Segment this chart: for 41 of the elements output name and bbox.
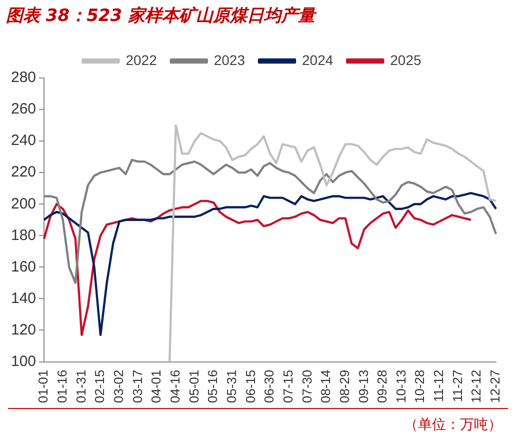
y-tick-label: 100 <box>10 352 36 370</box>
x-tick-label: 04-01 <box>148 370 164 403</box>
text: （单位：万吨） <box>404 416 502 434</box>
y-tick-label: 160 <box>10 258 36 276</box>
x-tick-label: 05-16 <box>205 370 220 403</box>
y-tick-label: 140 <box>10 290 36 307</box>
x-tick-label: 10-13 <box>393 370 408 403</box>
y-tick-label: 200 <box>10 195 36 212</box>
x-tick-label: 10-28 <box>412 370 428 403</box>
x-tick-label: 12-27 <box>488 370 503 403</box>
x-tick-label: 04-16 <box>167 370 182 403</box>
x-tick-label: 03-17 <box>130 370 145 403</box>
x-tick-label: 01-16 <box>54 370 70 403</box>
y-tick-label: 220 <box>10 164 36 181</box>
legend-label: 2023 <box>214 52 246 68</box>
y-tick-label: 180 <box>10 226 36 244</box>
y-tick-label: 120 <box>10 321 36 338</box>
x-tick-label: 01-01 <box>36 370 51 403</box>
x-tick-label: 07-30 <box>299 370 314 403</box>
x-tick-label: 07-15 <box>280 370 296 403</box>
x-tick-label: 11-12 <box>431 370 446 402</box>
x-tick-label: 12-12 <box>468 370 484 403</box>
x-tick-label: 01-31 <box>73 370 88 403</box>
chart-title: 图表 38：523 家样本矿山原煤日均产量 <box>6 5 315 27</box>
legend-label: 2025 <box>390 52 422 68</box>
y-tick-label: 240 <box>10 132 36 150</box>
x-tick-label: 05-31 <box>224 370 239 403</box>
x-tick-label: 06-30 <box>262 370 277 403</box>
x-tick-label: 02-15 <box>92 370 108 403</box>
legend-label: 2022 <box>126 52 158 68</box>
x-tick-label: 06-15 <box>242 370 258 403</box>
x-tick-label: 09-28 <box>374 370 390 403</box>
x-tick-label: 11-27 <box>450 370 465 402</box>
x-tick-label: 09-13 <box>356 370 371 403</box>
y-tick-label: 260 <box>10 100 36 118</box>
legend-label: 2024 <box>302 52 334 68</box>
x-tick-label: 08-14 <box>318 370 334 403</box>
x-tick-label: 08-29 <box>336 370 352 403</box>
y-tick-label: 280 <box>10 69 36 86</box>
x-tick-label: 05-01 <box>186 370 202 403</box>
x-tick-label: 03-02 <box>110 370 126 403</box>
